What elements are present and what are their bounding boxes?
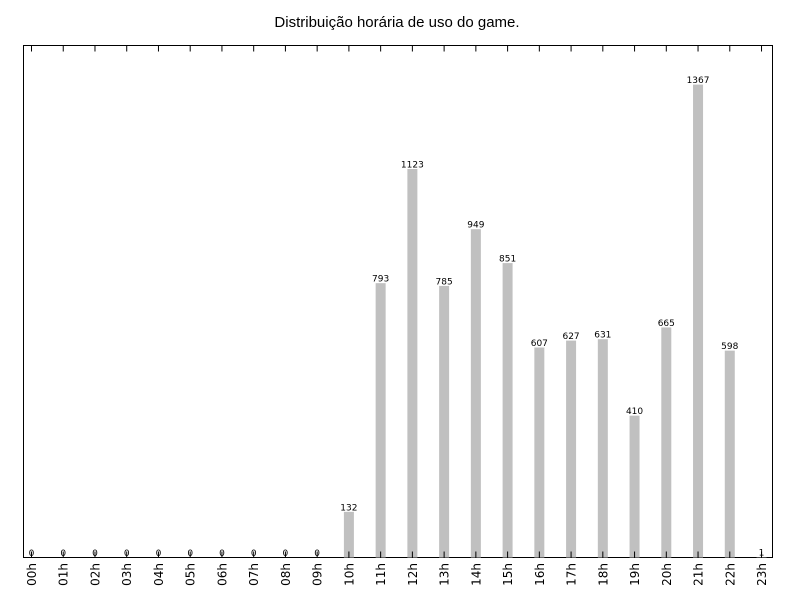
x-tick-label-04h: 04h: [152, 563, 166, 586]
value-label-00h: 0: [29, 549, 35, 559]
value-label-12h: 1123: [401, 161, 424, 171]
value-label-06h: 0: [219, 549, 225, 559]
x-tick-label-01h: 01h: [57, 563, 71, 586]
x-tick-label-09h: 09h: [311, 563, 325, 586]
value-labels: 0 0 0 0 0 0 0 0 0 0 132 793 1123 785 949 851 607 627 631 41…: [29, 76, 765, 559]
value-label-15h: 851: [499, 255, 516, 265]
value-label-02h: 0: [92, 549, 98, 559]
x-tick-label-10h: 10h: [342, 563, 356, 586]
x-tick-label-06h: 06h: [215, 563, 229, 586]
bar-19h: [629, 415, 640, 558]
value-label-19h: 410: [626, 407, 643, 417]
x-tick-label-17h: 17h: [565, 563, 579, 586]
x-tick-label-19h: 19h: [628, 563, 642, 586]
x-tick-label-14h: 14h: [469, 563, 483, 586]
value-label-03h: 0: [124, 549, 130, 559]
value-label-20h: 665: [658, 319, 675, 329]
bar-21h: [693, 84, 704, 558]
value-label-07h: 0: [251, 549, 257, 559]
chart-title: Distribuição horária de uso do game.: [274, 14, 519, 31]
value-label-16h: 607: [531, 339, 548, 349]
x-tick-label-18h: 18h: [596, 563, 610, 586]
bar-20h: [661, 327, 672, 558]
bar-15h: [502, 263, 513, 558]
value-label-01h: 0: [60, 549, 66, 559]
x-tick-label-16h: 16h: [533, 563, 547, 586]
x-tick-label-21h: 21h: [692, 563, 706, 586]
value-label-08h: 0: [283, 549, 289, 559]
x-tick-label-13h: 13h: [438, 563, 452, 586]
x-axis-ticks: [31, 45, 763, 558]
value-label-18h: 631: [594, 331, 611, 341]
value-label-14h: 949: [467, 221, 484, 231]
bar-17h: [566, 340, 577, 558]
x-tick-label-00h: 00h: [25, 563, 39, 586]
bar-11h: [375, 283, 386, 558]
x-tick-label-02h: 02h: [88, 563, 102, 586]
bar-18h: [597, 339, 608, 558]
x-tick-label-11h: 11h: [374, 563, 388, 586]
bar-10h: [343, 511, 354, 558]
x-tick-label-07h: 07h: [247, 563, 261, 586]
x-tick-label-08h: 08h: [279, 563, 293, 586]
x-tick-label-15h: 15h: [501, 563, 515, 586]
value-label-11h: 793: [372, 275, 389, 285]
bar-16h: [534, 347, 545, 558]
value-label-09h: 0: [314, 549, 320, 559]
plot-frame: [23, 45, 773, 558]
bar-12h: [407, 169, 418, 558]
x-tick-label-05h: 05h: [184, 563, 198, 586]
value-label-22h: 598: [721, 342, 738, 352]
value-label-04h: 0: [156, 549, 162, 559]
value-label-05h: 0: [187, 549, 193, 559]
x-tick-label-12h: 12h: [406, 563, 420, 586]
value-label-17h: 627: [562, 332, 579, 342]
value-label-10h: 132: [340, 503, 357, 513]
value-label-23h: 1: [759, 549, 765, 559]
x-tick-label-03h: 03h: [120, 563, 134, 586]
value-label-13h: 785: [436, 277, 453, 287]
value-label-21h: 1367: [687, 76, 710, 86]
x-tick-label-23h: 23h: [755, 563, 769, 586]
x-tick-label-20h: 20h: [660, 563, 674, 586]
bar-22h: [724, 350, 735, 558]
x-tick-label-22h: 22h: [723, 563, 737, 586]
bar-13h: [439, 285, 450, 558]
bar-14h: [470, 229, 481, 558]
x-axis-tick-labels: 00h 01h 02h 03h 04h 05h 06h 07h 08h 09h 10h 11h 12h 1…: [25, 563, 769, 586]
bars-layer: [343, 84, 767, 558]
